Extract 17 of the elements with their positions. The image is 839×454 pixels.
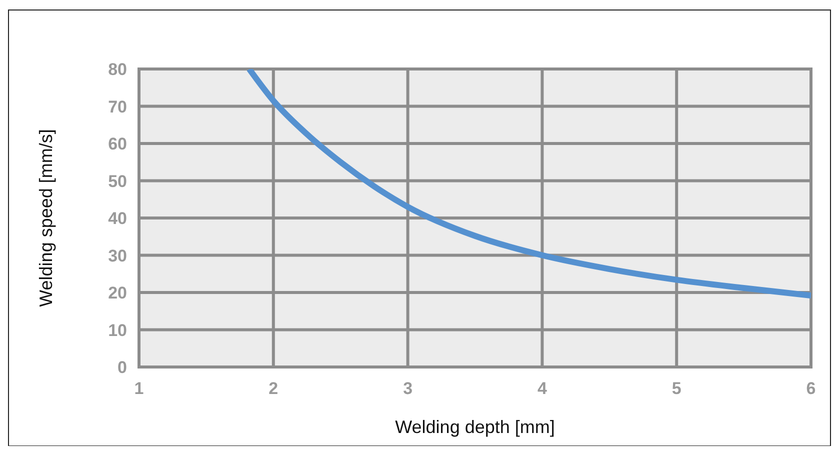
y-tick-label: 80 [108,60,127,79]
y-tick-label: 0 [118,358,127,377]
y-tick-label: 50 [108,172,127,191]
y-tick-label: 20 [108,284,127,302]
y-tick-label: 30 [108,246,127,266]
x-tick-label: 3 [403,379,413,398]
x-tick-label: 4 [537,379,548,398]
x-tick-label: 6 [806,379,816,398]
x-tick-label: 5 [672,379,682,398]
y-tick-label: 10 [108,320,127,340]
y-tick-label: 60 [108,134,127,154]
x-tick-label: 2 [268,379,278,398]
x-axis-title: Welding depth [mm] [395,417,555,437]
y-tick-label: 40 [108,209,127,228]
x-tick-label: 1 [134,379,144,398]
y-tick-label: 70 [108,97,127,116]
y-axis-title: Welding speed [mm/s] [36,129,56,307]
